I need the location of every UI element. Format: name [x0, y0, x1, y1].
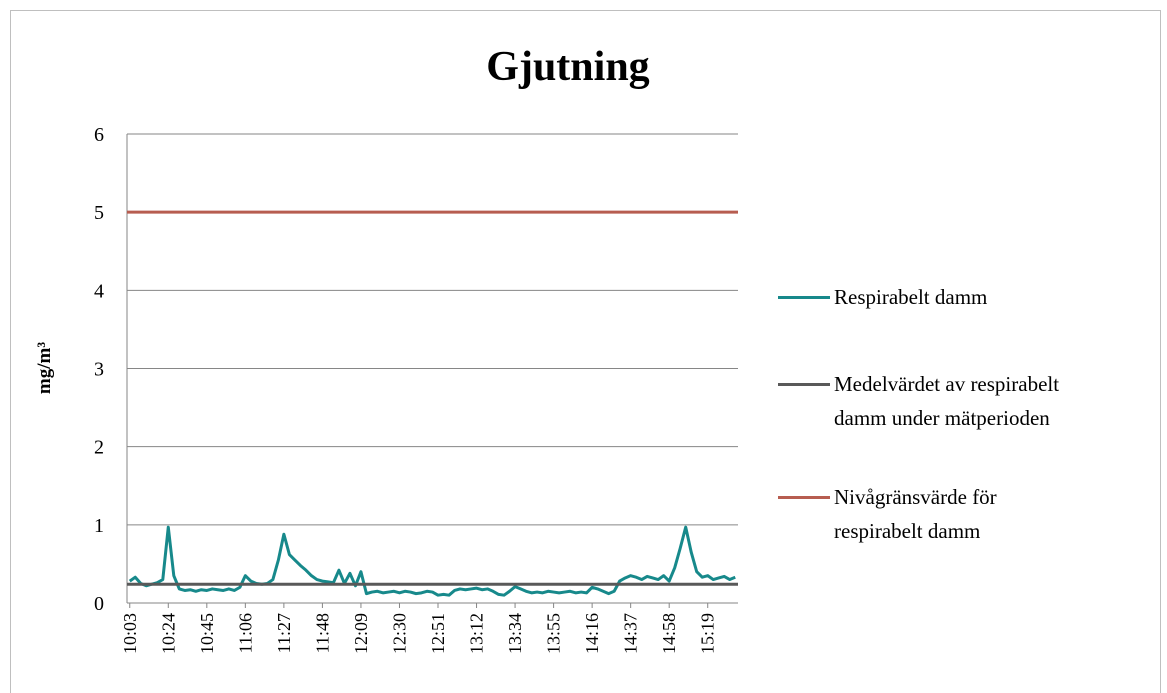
legend-item: Nivågränsvärde för respirabelt damm	[778, 480, 997, 548]
x-tick-label: 10:03	[120, 613, 140, 654]
x-tick-label: 13:12	[467, 613, 487, 654]
x-tick-label: 14:16	[582, 613, 602, 654]
x-tick-label: 15:19	[698, 613, 718, 654]
y-tick-label: 2	[94, 437, 104, 459]
y-tick-label: 1	[94, 515, 104, 537]
legend-swatch	[778, 383, 830, 386]
x-tick-label: 11:27	[274, 613, 294, 653]
legend-label: Medelvärdet av respirabelt damm under mä…	[834, 372, 1060, 430]
legend-swatch	[778, 296, 830, 299]
x-tick-label: 10:24	[158, 613, 178, 654]
legend-swatch	[778, 496, 830, 499]
y-tick-label: 6	[94, 124, 104, 146]
x-tick-label: 11:48	[312, 613, 332, 653]
y-tick-label: 0	[94, 593, 104, 615]
x-tick-label: 14:58	[659, 613, 679, 654]
x-tick-label: 12:30	[389, 613, 409, 654]
x-tick-label: 13:55	[544, 613, 564, 654]
y-tick-label: 5	[94, 202, 104, 224]
y-tick-label: 4	[94, 280, 104, 302]
x-tick-label: 14:37	[621, 613, 641, 654]
chart-border	[10, 10, 1161, 693]
x-tick-label: 12:51	[428, 613, 448, 654]
legend-item: Medelvärdet av respirabelt damm under mä…	[778, 367, 1059, 435]
y-tick-label: 3	[94, 359, 104, 381]
chart-title: Gjutning	[486, 44, 649, 90]
legend-label: Nivågränsvärde för respirabelt damm	[834, 485, 997, 543]
data-line	[128, 525, 736, 597]
x-tick-label: 13:34	[505, 613, 525, 654]
legend-item: Respirabelt damm	[778, 280, 987, 314]
y-axis-label: mg/m³	[34, 342, 55, 394]
legend-label: Respirabelt damm	[834, 285, 988, 309]
x-tick-label: 10:45	[197, 613, 217, 654]
x-tick-label: 11:06	[235, 613, 255, 653]
x-tick-label: 12:09	[351, 613, 371, 654]
